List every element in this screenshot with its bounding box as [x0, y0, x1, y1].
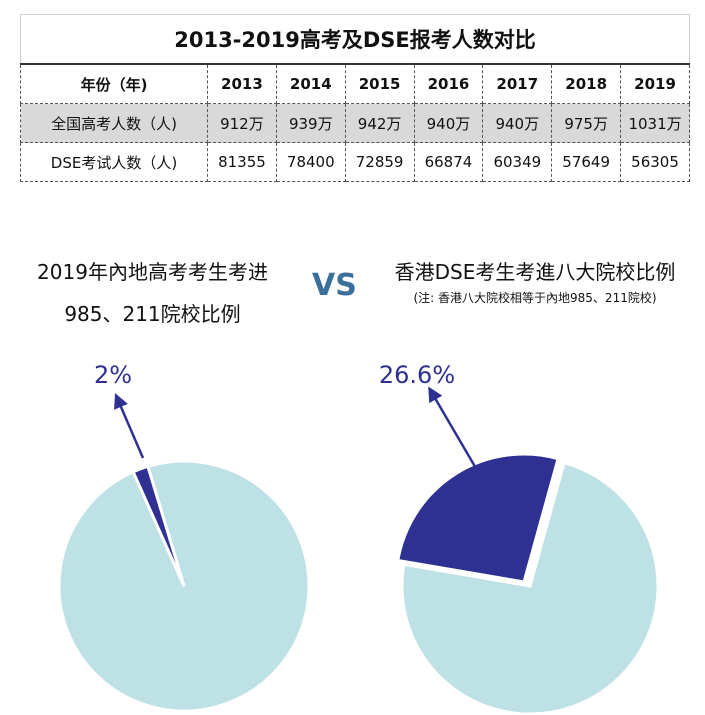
vs-label: VS — [312, 268, 357, 303]
table-header-cell: 年份（年) — [20, 63, 208, 104]
table-cell: 975万 — [551, 103, 622, 143]
table-header-cell: 2013 — [207, 63, 277, 104]
table-cell: 940万 — [413, 103, 484, 143]
pie-1-slice-highlight — [131, 464, 186, 587]
table-cell: 全国高考人数（人) — [20, 103, 208, 143]
table-title: 2013-2019高考及DSE报考人数对比 — [20, 14, 690, 63]
table-cell: 939万 — [275, 103, 346, 143]
table-cell: 57649 — [551, 142, 622, 182]
table-cell: 1031万 — [620, 103, 690, 143]
pie-2-slice-highlight — [396, 452, 560, 584]
right-title-note: (注: 香港八大院校相等于內地985、211院校) — [413, 291, 657, 305]
comparison-table: 2013-2019高考及DSE报考人数对比 年份（年) 2013 2014 2015 2… — [20, 14, 690, 182]
pie-1-arrow — [114, 393, 145, 459]
table-row: DSE考试人数（人) 81355 78400 72859 66874 60349 57649… — [20, 142, 690, 182]
right-chart-title: 香港DSE考生考進八大院校比例 (注: 香港八大院校相等于內地985、211院校… — [380, 256, 690, 308]
table-cell: 81355 — [207, 142, 277, 182]
table-cell: 72859 — [344, 142, 415, 182]
data-table: 年份（年) 2013 2014 2015 2016 2017 2018 2019 全国高考人数（… — [20, 63, 690, 182]
pie-1-value-label: 2% — [94, 361, 132, 389]
table-cell: 78400 — [275, 142, 346, 182]
table-cell: 912万 — [207, 103, 277, 143]
pie-2-value-label: 26.6% — [379, 361, 455, 389]
table-cell: 942万 — [344, 103, 415, 143]
table-cell: 940万 — [482, 103, 553, 143]
pie-2-slice-other — [400, 460, 660, 715]
right-title-line1: 香港DSE考生考進八大院校比例 — [394, 260, 676, 284]
left-chart-title: 2019年內地高考考生考进 985、211院校比例 — [10, 256, 295, 330]
table-header-cell: 2017 — [482, 63, 553, 104]
table-cell: DSE考试人数（人) — [20, 142, 208, 182]
table-row: 全国高考人数（人) 912万 939万 942万 940万 940万 975万 1031万 — [20, 103, 690, 143]
pie-2-arrow — [428, 386, 479, 471]
table-cell: 56305 — [620, 142, 690, 182]
left-title-line2: 985、211院校比例 — [64, 302, 241, 326]
left-title-line1: 2019年內地高考考生考进 — [37, 260, 268, 284]
